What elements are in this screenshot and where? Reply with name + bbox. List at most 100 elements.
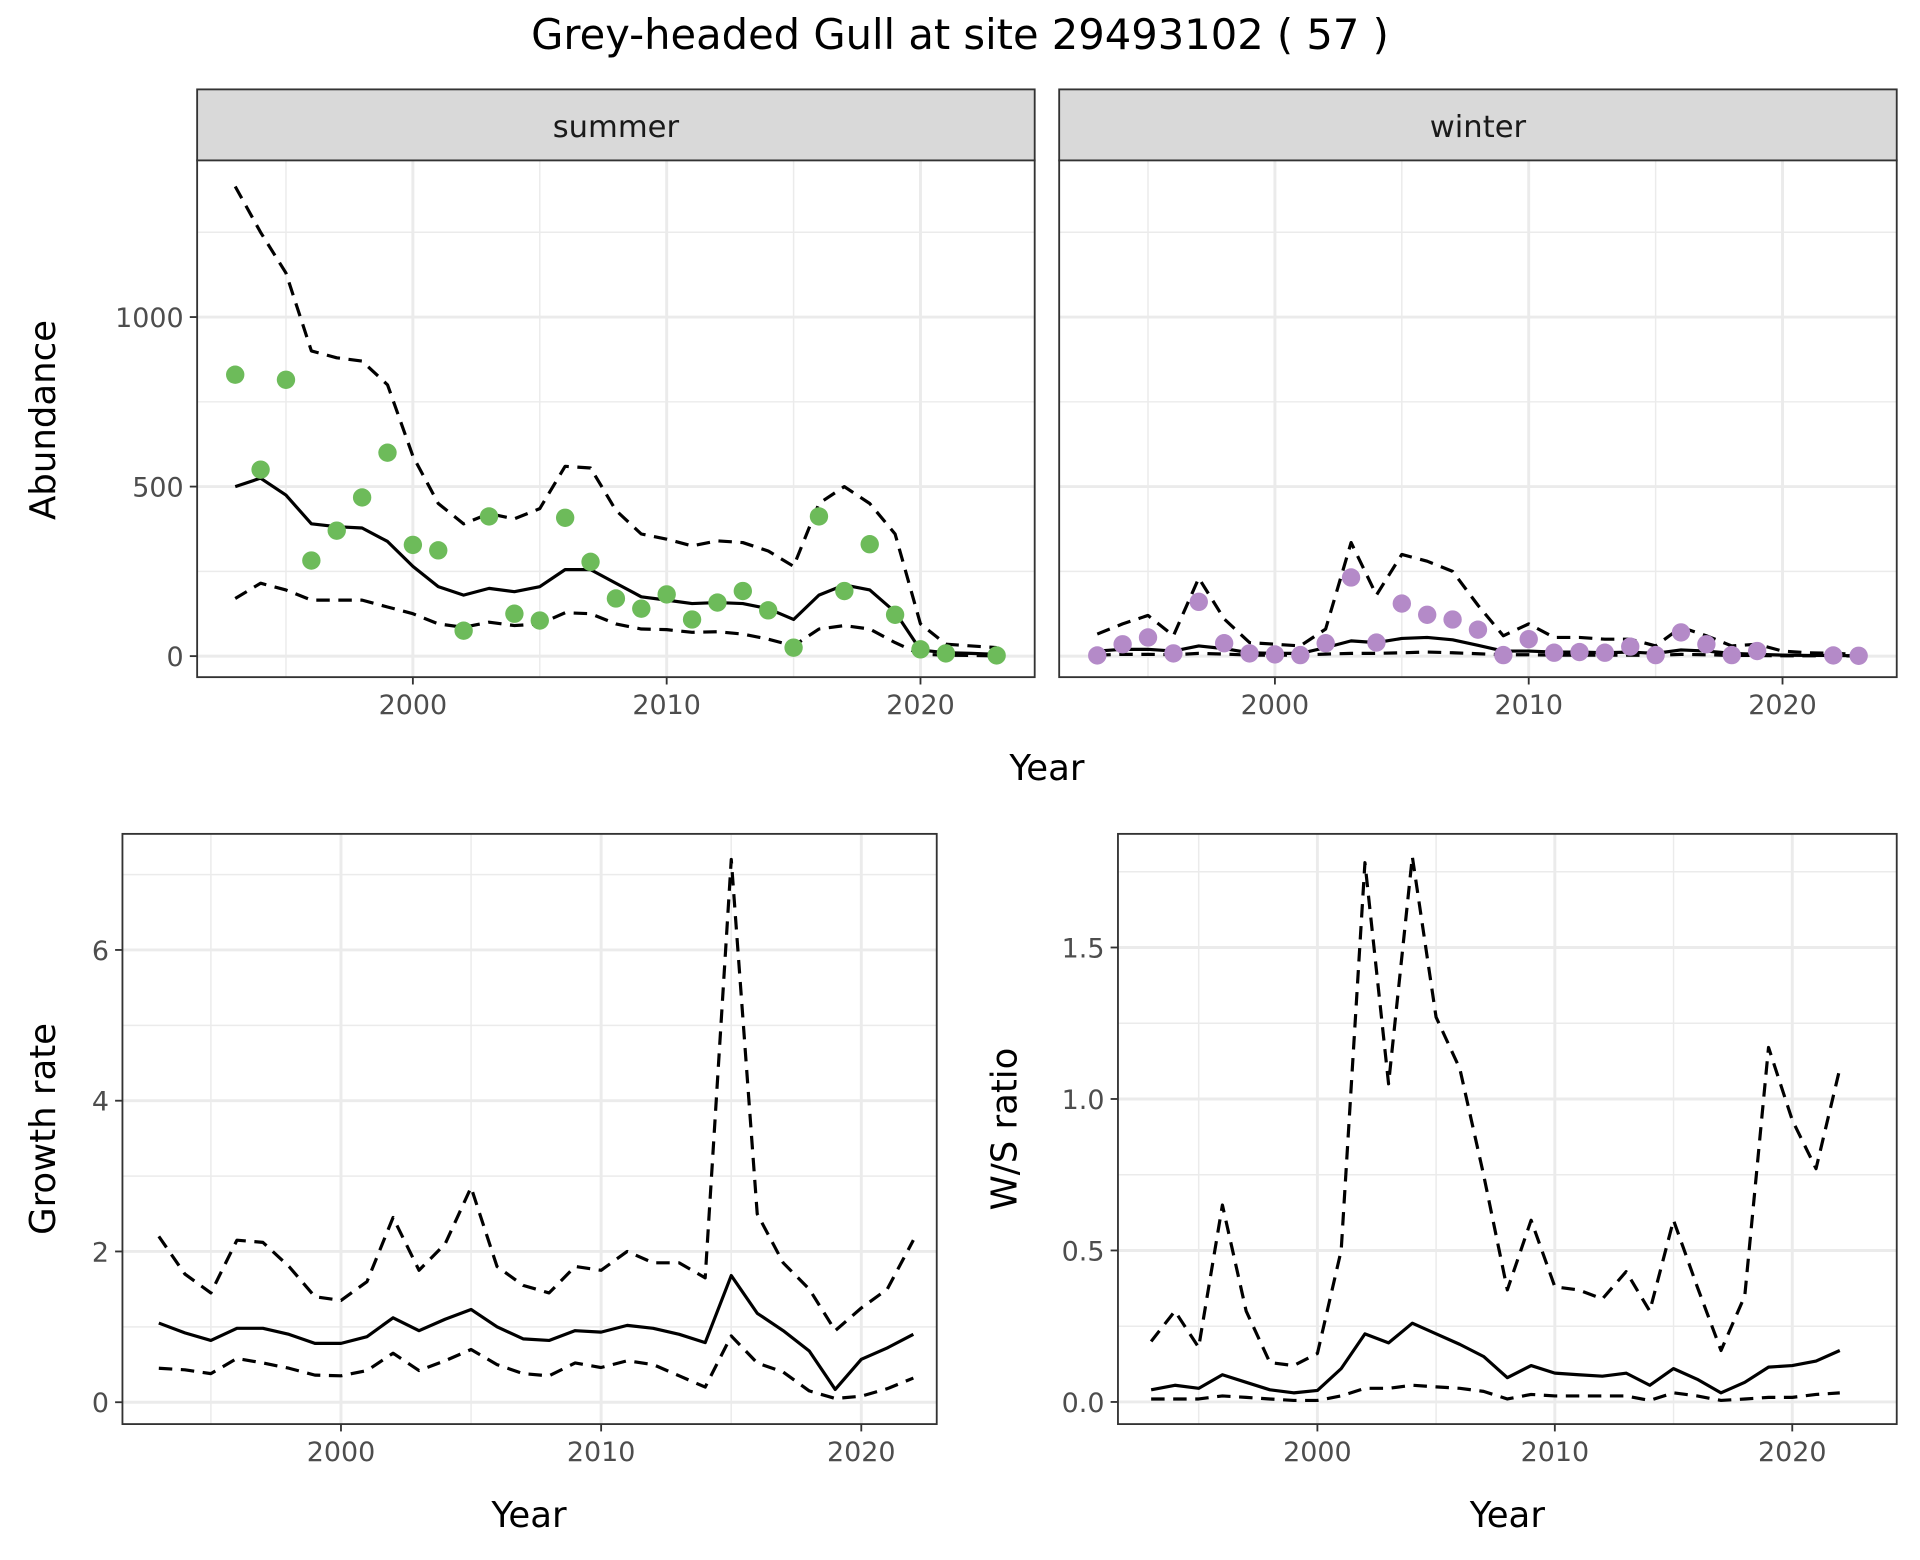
x-tick-label: 2020 (1758, 1437, 1827, 1468)
y-tick-label: 0 (92, 1388, 109, 1419)
data-point (226, 365, 245, 384)
data-point (276, 370, 296, 389)
data-point (1418, 605, 1437, 624)
data-point (809, 507, 829, 526)
mean-line (1150, 1321, 1841, 1395)
lower-bound-line (158, 1334, 914, 1401)
strip-label-summer: summer (553, 110, 680, 145)
y-tick-label: 1.0 (1062, 1085, 1105, 1116)
data-point (1138, 628, 1158, 647)
data-point (708, 593, 727, 612)
x-tick-label: 2010 (1521, 1437, 1590, 1468)
data-point (1494, 645, 1513, 665)
data-point (1392, 594, 1412, 613)
data-point (1570, 642, 1589, 662)
x-tick-label: 2020 (827, 1437, 896, 1468)
lower-bound-line (234, 581, 997, 658)
data-point (1113, 635, 1132, 654)
upper-bound-line (1096, 540, 1859, 656)
data-point (733, 581, 753, 601)
x-tick-label: 2000 (1241, 690, 1310, 721)
lower-bound-line (1151, 1383, 1840, 1403)
data-point (1240, 644, 1259, 663)
data-point (555, 508, 575, 527)
y-tick-label: 1.5 (1062, 933, 1105, 964)
panel-3: 2000 2010 2020 0.0 0.5 1.0 1.5 (1062, 832, 1898, 1468)
y-tick-label: 0 (167, 642, 184, 673)
x-tick-label: 2020 (1748, 690, 1817, 721)
x-tick-label: 2010 (567, 1437, 636, 1468)
data-point (378, 443, 397, 462)
data-point (1189, 592, 1208, 612)
panel-0: 2000 2010 2020 0 500 1000 (115, 159, 1036, 721)
data-point (1722, 645, 1741, 665)
panel-1: 2000 2010 2020 (1058, 159, 1898, 721)
data-point (860, 535, 879, 554)
data-point (1443, 610, 1462, 629)
x-tick-label: 2010 (632, 690, 701, 721)
x-tick-label: 2000 (1283, 1437, 1352, 1468)
data-point (1595, 643, 1615, 662)
chart-title: Grey-headed Gull at site 29493102 ( 57 ) (531, 10, 1389, 59)
data-point (1849, 646, 1868, 665)
data-point (530, 611, 549, 630)
upper-bound-line (1149, 855, 1842, 1368)
x-tick-label: 2020 (886, 690, 955, 721)
mean-line (234, 476, 997, 656)
data-point (1164, 644, 1183, 663)
data-point (1747, 641, 1767, 661)
data-point (1621, 637, 1640, 656)
data-point (1367, 633, 1386, 652)
data-point (936, 644, 956, 663)
y-axis-title-growth: Growth rate (23, 1023, 64, 1235)
data-point (1646, 645, 1665, 665)
data-point (429, 541, 448, 560)
panel-border (196, 159, 1036, 679)
panel-background (1059, 160, 1897, 678)
data-point (505, 604, 524, 623)
mean-line (158, 1273, 915, 1392)
y-tick-label: 500 (132, 472, 183, 503)
data-point (327, 521, 346, 540)
data-point (1697, 635, 1716, 654)
data-point (835, 581, 854, 601)
data-point (606, 589, 626, 608)
x-tick-label: 2010 (1494, 690, 1563, 721)
data-point (454, 621, 473, 640)
data-point (1824, 646, 1843, 665)
lower-bound-line (1097, 650, 1859, 658)
data-point (302, 551, 321, 570)
data-point (1671, 623, 1691, 642)
data-point (911, 640, 930, 659)
strip-label-winter: winter (1430, 110, 1527, 145)
x-tick-label: 2000 (307, 1437, 376, 1468)
panel-border (1117, 832, 1898, 1425)
data-point (657, 585, 676, 604)
y-tick-label: 2 (92, 1237, 109, 1268)
data-point (1088, 646, 1107, 665)
x-axis-title-top: Year (1008, 748, 1085, 789)
x-tick-label: 2000 (379, 690, 448, 721)
y-tick-label: 0.0 (1062, 1388, 1105, 1419)
x-axis-title-growth: Year (490, 1495, 567, 1536)
panel-background (122, 833, 937, 1425)
panel-2: 2000 2010 2020 0 2 4 6 (92, 832, 938, 1468)
data-point (403, 535, 423, 555)
data-point (1341, 568, 1361, 587)
y-tick-label: 0.5 (1062, 1236, 1105, 1267)
data-point (1468, 620, 1488, 639)
strip-summer (196, 88, 1036, 162)
data-point (1265, 645, 1285, 664)
data-point (251, 460, 270, 479)
y-tick-label: 1000 (115, 303, 184, 334)
data-point (479, 507, 499, 526)
data-point (632, 599, 651, 618)
data-point (1519, 629, 1538, 649)
data-point (759, 601, 778, 620)
data-point (682, 610, 702, 629)
panel-border (1058, 159, 1898, 679)
data-point (1291, 645, 1310, 665)
panel-border (121, 832, 938, 1425)
y-tick-label: 4 (92, 1087, 109, 1118)
